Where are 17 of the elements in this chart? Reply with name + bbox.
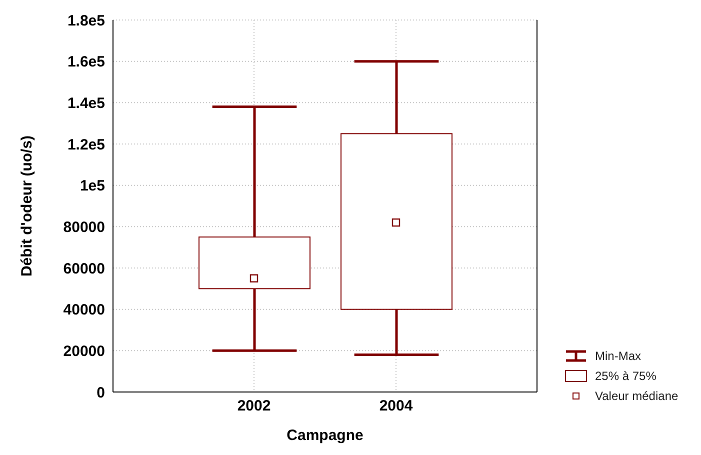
y-tick-label: 1.2e5 [67,136,105,154]
x-tick-label: 2002 [237,398,271,415]
text: Min-Max [595,348,642,365]
y-tick-label: 80000 [63,218,105,236]
y-tick-label: 1.8e5 [67,12,105,30]
y-tick-label: 1.4e5 [67,94,105,112]
y-tick-label: 20000 [63,342,105,360]
x-axis-title: Campagne [286,427,364,444]
text: Valeur médiane [595,388,678,405]
text: 25% à 75% [595,368,656,385]
y-tick-label: 1e5 [80,178,105,195]
y-tick-label: 0 [96,384,105,402]
y-axis-title: Débit d'odeur (uo/s) [18,135,36,277]
y-tick-label: 40000 [63,302,105,319]
y-tick-label: 60000 [63,260,105,278]
y-tick-label: 1.6e5 [67,54,105,71]
x-tick-label: 2004 [379,398,414,415]
